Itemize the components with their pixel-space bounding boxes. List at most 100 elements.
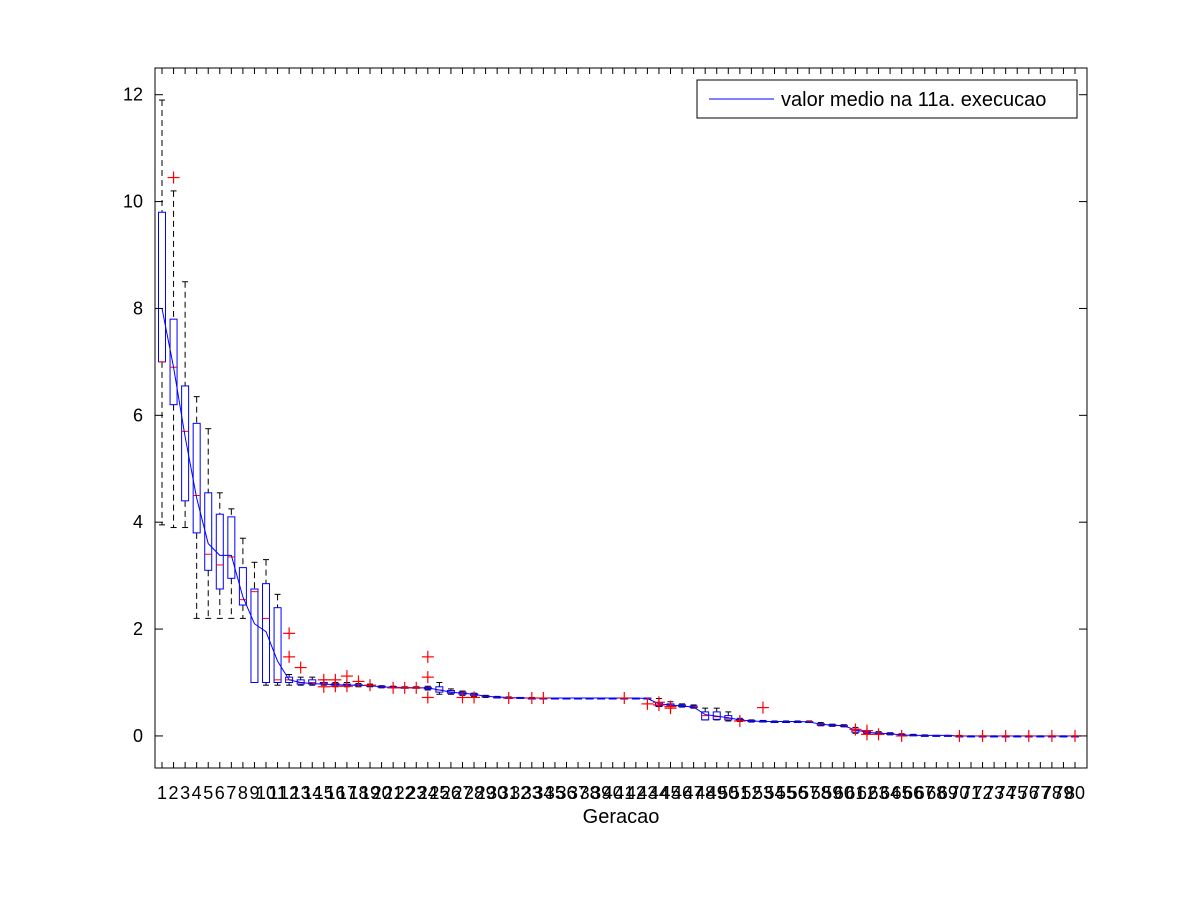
outlier-marker xyxy=(364,679,377,692)
outlier-marker xyxy=(340,670,353,683)
outlier-marker xyxy=(352,675,365,688)
x-tick-label: 45 xyxy=(660,783,680,803)
x-tick-label: 56 xyxy=(788,783,808,803)
outlier-marker xyxy=(340,680,353,693)
x-tick-label: 69 xyxy=(938,783,958,803)
x-tick-label: 5 xyxy=(203,783,213,803)
x-tick-label: 13 xyxy=(291,783,311,803)
outlier-marker xyxy=(387,681,400,694)
x-tick-label: 74 xyxy=(996,783,1016,803)
x-tick-label: 39 xyxy=(591,783,611,803)
x-tick-label: 54 xyxy=(765,783,785,803)
y-tick-label: 12 xyxy=(123,85,143,105)
x-tick-label: 47 xyxy=(684,783,704,803)
x-tick-label: 65 xyxy=(892,783,912,803)
box-generation-12 xyxy=(285,673,294,686)
outlier-marker xyxy=(167,171,180,184)
x-tick-label: 9 xyxy=(249,783,259,803)
x-tick-label: 46 xyxy=(672,783,692,803)
outlier-marker xyxy=(294,661,307,674)
outlier-marker xyxy=(1045,729,1058,742)
outlier-marker xyxy=(525,692,538,704)
x-tick-label: 78 xyxy=(1042,783,1062,803)
legend-entry-label: valor medio na 11a. execucao xyxy=(781,89,1046,111)
x-tick-label: 61 xyxy=(845,783,865,803)
x-tick-label: 57 xyxy=(799,783,819,803)
y-axis: 0 2 4 6 8 10 12 xyxy=(123,85,1087,746)
box-generation-7 xyxy=(227,508,236,619)
outlier-marker xyxy=(664,702,677,715)
x-tick-label: 26 xyxy=(441,783,461,803)
box-generation-9 xyxy=(250,561,259,684)
y-tick-label: 2 xyxy=(133,619,143,639)
outlier-marker xyxy=(652,698,665,711)
x-tick-label: 71 xyxy=(961,783,981,803)
x-tick-label: 48 xyxy=(695,783,715,803)
box-generation-11 xyxy=(273,593,282,686)
plot-area xyxy=(158,99,1081,742)
box-iqr xyxy=(181,385,190,502)
outlier-marker xyxy=(537,692,550,704)
x-tick-label: 10 xyxy=(256,783,276,803)
x-tick-label: 22 xyxy=(395,783,415,803)
box-generation-48 xyxy=(701,707,710,721)
x-tick-label: 15 xyxy=(314,783,334,803)
outlier-marker xyxy=(860,728,873,741)
x-tick-label: 35 xyxy=(545,783,565,803)
x-tick-label: 64 xyxy=(880,783,900,803)
x-tick-label: 25 xyxy=(429,783,449,803)
x-tick-label: 30 xyxy=(487,783,507,803)
x-tick-label: 75 xyxy=(1007,783,1027,803)
box-iqr xyxy=(238,567,247,606)
x-tick-label: 67 xyxy=(915,783,935,803)
box-iqr xyxy=(227,516,236,579)
outlier-marker xyxy=(283,650,296,663)
outlier-marker xyxy=(317,680,330,693)
x-tick-label: 63 xyxy=(869,783,889,803)
outlier-marker xyxy=(1022,729,1035,742)
outlier-marker xyxy=(398,681,411,694)
legend: valor medio na 11a. execucao xyxy=(696,79,1078,119)
x-tick-label: 62 xyxy=(857,783,877,803)
x-tick-label: 18 xyxy=(348,783,368,803)
x-tick-label: 36 xyxy=(556,783,576,803)
outlier-marker xyxy=(756,701,769,714)
x-tick-label: 11 xyxy=(268,783,287,803)
x-tick-label: 7 xyxy=(226,783,236,803)
box-iqr xyxy=(169,318,178,406)
x-tick-label: 21 xyxy=(383,783,403,803)
outlier-marker xyxy=(618,692,631,704)
y-tick-label: 6 xyxy=(133,405,143,425)
x-tick-label: 12 xyxy=(279,783,299,803)
y-tick-label: 8 xyxy=(133,298,143,318)
x-tick-label: 8 xyxy=(238,783,248,803)
outlier-marker xyxy=(456,691,469,704)
box-iqr xyxy=(273,607,282,684)
x-tick-label: 29 xyxy=(476,783,496,803)
y-tick-label: 10 xyxy=(123,192,143,212)
x-tick-label: 6 xyxy=(215,783,225,803)
box-iqr xyxy=(250,588,259,684)
x-tick-label: 23 xyxy=(406,783,426,803)
x-axis-label: Geracao xyxy=(583,806,660,828)
x-tick-label: 51 xyxy=(730,783,750,803)
x-tick-label: 1 xyxy=(157,783,167,803)
x-tick-label: 24 xyxy=(418,783,438,803)
x-tick-label: 32 xyxy=(510,783,530,803)
x-tick-label: 66 xyxy=(903,783,923,803)
outlier-marker xyxy=(421,671,434,684)
box-iqr xyxy=(308,679,317,685)
outlier-marker xyxy=(999,729,1012,742)
x-tick-label: 28 xyxy=(464,783,484,803)
x-tick-label: 40 xyxy=(603,783,623,803)
box-iqr xyxy=(262,583,271,684)
x-tick-label: 43 xyxy=(637,783,657,803)
outlier-marker xyxy=(502,692,515,704)
outlier-marker xyxy=(976,729,989,742)
box-generation-10 xyxy=(262,559,271,686)
outlier-marker xyxy=(410,681,423,694)
x-tick-label: 37 xyxy=(568,783,588,803)
x-tick-label: 55 xyxy=(776,783,796,803)
